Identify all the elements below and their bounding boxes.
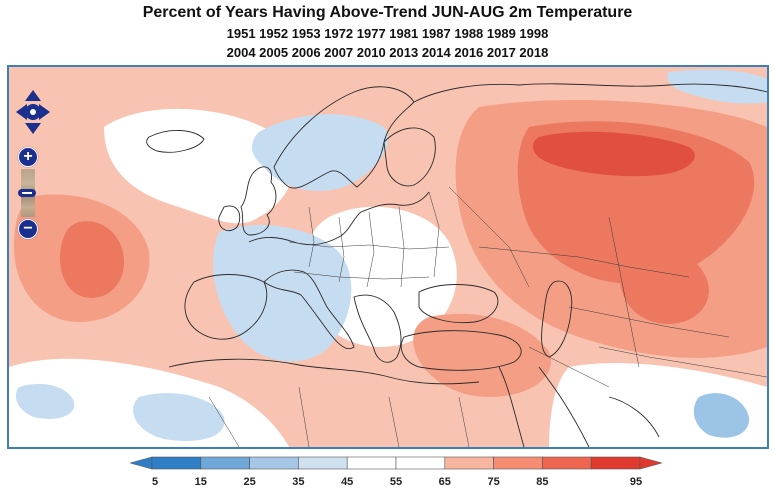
field-blue-western-europe bbox=[213, 224, 352, 362]
years-line-1: 1951 1952 1953 1972 1977 1981 1987 1988 … bbox=[226, 26, 549, 41]
legend-tick-label: 25 bbox=[243, 476, 255, 488]
country-borders bbox=[208, 186, 767, 447]
legend-tick-label: 75 bbox=[487, 476, 499, 488]
legend-swatch bbox=[200, 456, 250, 470]
years-line-2: 2004 2005 2006 2007 2010 2013 2014 2016 … bbox=[226, 45, 549, 60]
map-canvas[interactable] bbox=[9, 67, 767, 447]
field-blue-scandinavia bbox=[252, 114, 389, 191]
legend-tick-label: 65 bbox=[439, 476, 451, 488]
legend-swatch bbox=[444, 456, 494, 470]
field-strong-red-atlantic bbox=[59, 221, 124, 298]
legend-cells bbox=[130, 456, 662, 470]
field-strong-red-kazakhstan bbox=[620, 246, 709, 324]
legend-tick-label: 95 bbox=[630, 476, 642, 488]
legend-swatch bbox=[542, 456, 592, 470]
pan-arrows-icon[interactable] bbox=[15, 89, 51, 135]
zoom-out-button[interactable]: − bbox=[18, 219, 38, 239]
coastlines bbox=[146, 83, 767, 447]
field-blue-arctic bbox=[667, 69, 767, 104]
legend-tick-label: 15 bbox=[195, 476, 207, 488]
zoom-slider-handle[interactable] bbox=[18, 189, 36, 197]
pan-control[interactable] bbox=[15, 89, 51, 135]
legend-tick-label: 45 bbox=[341, 476, 353, 488]
legend-swatch bbox=[249, 456, 299, 470]
map-panel[interactable]: + − bbox=[7, 65, 769, 449]
legend-labels: 5 15 25 35 45 55 65 75 85 95 bbox=[152, 476, 642, 488]
map-title: Percent of Years Having Above-Trend JUN-… bbox=[142, 4, 633, 21]
field-blue-east bbox=[693, 393, 750, 438]
field-deep-red-russia bbox=[532, 131, 695, 177]
zoom-control: + − bbox=[18, 147, 40, 239]
legend-tick-label: 55 bbox=[390, 476, 402, 488]
legend-arrow-high bbox=[639, 456, 662, 470]
legend-swatch bbox=[395, 456, 446, 470]
color-legend: 5 15 25 35 45 55 65 75 85 95 bbox=[130, 456, 662, 488]
legend-tick-label: 85 bbox=[536, 476, 548, 488]
field-blue-west-africa bbox=[15, 383, 75, 419]
legend-tick-label: 5 bbox=[152, 476, 158, 488]
legend-swatch bbox=[151, 456, 202, 470]
legend-tick-label: 35 bbox=[292, 476, 304, 488]
legend-swatch bbox=[346, 456, 397, 470]
legend-swatch bbox=[590, 456, 641, 470]
field-red-turkey bbox=[413, 313, 551, 397]
legend-arrow-low bbox=[130, 456, 153, 470]
zoom-bar[interactable] bbox=[18, 169, 36, 217]
field-blue-iberia-south bbox=[133, 393, 225, 441]
zoom-in-button[interactable]: + bbox=[18, 147, 38, 167]
legend-swatch bbox=[298, 456, 348, 470]
legend-swatch bbox=[493, 456, 543, 470]
